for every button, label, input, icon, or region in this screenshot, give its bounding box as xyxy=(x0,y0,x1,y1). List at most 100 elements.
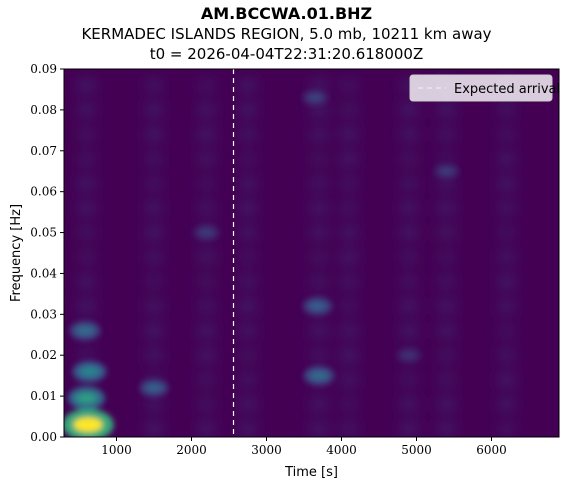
chart-title: AM.BCCWA.01.BHZ xyxy=(200,4,373,23)
y-tick-label: 0.01 xyxy=(30,389,57,403)
y-tick-label: 0.04 xyxy=(30,266,57,280)
texture-blob xyxy=(400,177,418,190)
texture-blob xyxy=(197,202,216,215)
legend-box xyxy=(409,74,553,102)
texture-blob xyxy=(400,251,418,264)
texture-blob xyxy=(497,300,516,313)
texture-blob xyxy=(197,422,216,435)
texture-blob xyxy=(437,324,456,337)
texture-blob xyxy=(310,251,328,264)
texture-blob xyxy=(310,177,328,190)
texture-blob xyxy=(310,79,328,92)
texture-blob xyxy=(340,79,358,92)
texture-blob xyxy=(437,177,456,190)
texture-blob xyxy=(497,373,516,386)
texture-blob xyxy=(340,202,358,215)
texture-blob xyxy=(238,422,257,435)
texture-blob xyxy=(238,103,257,116)
texture-blob xyxy=(310,275,328,288)
texture-blob xyxy=(238,177,257,190)
texture-blob xyxy=(145,152,163,165)
texture-blob xyxy=(340,398,358,411)
texture-blob xyxy=(145,226,163,239)
texture-blob xyxy=(497,177,516,190)
texture-blob xyxy=(400,300,418,313)
texture-blob xyxy=(497,349,516,362)
texture-blob xyxy=(497,202,516,215)
y-axis-label: Frequency [Hz] xyxy=(9,204,24,302)
texture-blob xyxy=(77,251,96,264)
texture-blob xyxy=(340,324,358,337)
texture-blob xyxy=(310,226,328,239)
hotspot-core xyxy=(199,229,214,237)
texture-blob xyxy=(497,422,516,435)
texture-blob xyxy=(400,422,418,435)
x-tick-label: 5000 xyxy=(401,443,432,457)
chart-subtitle-time: t0 = 2026-04-04T22:31:20.618000Z xyxy=(149,45,424,63)
texture-blob xyxy=(437,349,456,362)
hotspot-core xyxy=(310,371,328,380)
legend: Expected arrival xyxy=(409,74,560,102)
texture-blob xyxy=(197,177,216,190)
texture-blob xyxy=(310,398,328,411)
texture-blob xyxy=(437,226,456,239)
plot-area xyxy=(64,69,559,437)
hotspot-core xyxy=(73,417,103,432)
texture-blob xyxy=(77,202,96,215)
texture-blob xyxy=(197,103,216,116)
x-tick-label: 4000 xyxy=(326,443,357,457)
texture-blob xyxy=(497,251,516,264)
hotspot-core xyxy=(80,366,99,377)
texture-blob xyxy=(145,275,163,288)
texture-blob xyxy=(310,152,328,165)
texture-blob xyxy=(145,300,163,313)
texture-blob xyxy=(437,202,456,215)
texture-blob xyxy=(197,251,216,264)
texture-blob xyxy=(197,349,216,362)
x-tick-label: 2000 xyxy=(176,443,207,457)
texture-blob xyxy=(238,202,257,215)
hotspot-core xyxy=(76,392,97,404)
x-tick-label: 6000 xyxy=(476,443,507,457)
texture-blob xyxy=(238,128,257,141)
texture-blob xyxy=(145,251,163,264)
texture-blob xyxy=(197,275,216,288)
y-tick-label: 0.06 xyxy=(30,185,57,199)
texture-blob xyxy=(340,300,358,313)
y-tick-label: 0.08 xyxy=(30,103,57,117)
texture-blob xyxy=(310,128,328,141)
texture-blob xyxy=(238,373,257,386)
hotspot-core xyxy=(402,351,416,359)
y-tick-label: 0.07 xyxy=(30,144,57,158)
texture-blob xyxy=(77,300,96,313)
texture-blob xyxy=(340,226,358,239)
texture-blob xyxy=(77,128,96,141)
texture-blob xyxy=(437,251,456,264)
texture-blob xyxy=(238,79,257,92)
texture-blob xyxy=(145,398,163,411)
x-tick-label: 3000 xyxy=(251,443,282,457)
texture-blob xyxy=(310,422,328,435)
texture-blob xyxy=(197,324,216,337)
texture-blob xyxy=(497,324,516,337)
spectrogram-hotspots xyxy=(64,89,459,437)
y-tick-label: 0.09 xyxy=(30,62,57,76)
texture-blob xyxy=(238,349,257,362)
texture-blob xyxy=(437,398,456,411)
texture-blob xyxy=(238,398,257,411)
texture-blob xyxy=(197,128,216,141)
x-axis-label: Time [s] xyxy=(284,465,338,480)
texture-blob xyxy=(340,152,358,165)
texture-blob xyxy=(400,152,418,165)
texture-blob xyxy=(145,324,163,337)
texture-blob xyxy=(340,349,358,362)
texture-blob xyxy=(497,152,516,165)
texture-blob xyxy=(437,128,456,141)
chart-subtitle: KERMADEC ISLANDS REGION, 5.0 mb, 10211 k… xyxy=(81,25,492,43)
texture-blob xyxy=(145,177,163,190)
texture-blob xyxy=(400,373,418,386)
x-tick-label: 1000 xyxy=(101,443,132,457)
texture-blob xyxy=(340,275,358,288)
hotspot-core xyxy=(309,302,326,311)
texture-blob xyxy=(437,300,456,313)
